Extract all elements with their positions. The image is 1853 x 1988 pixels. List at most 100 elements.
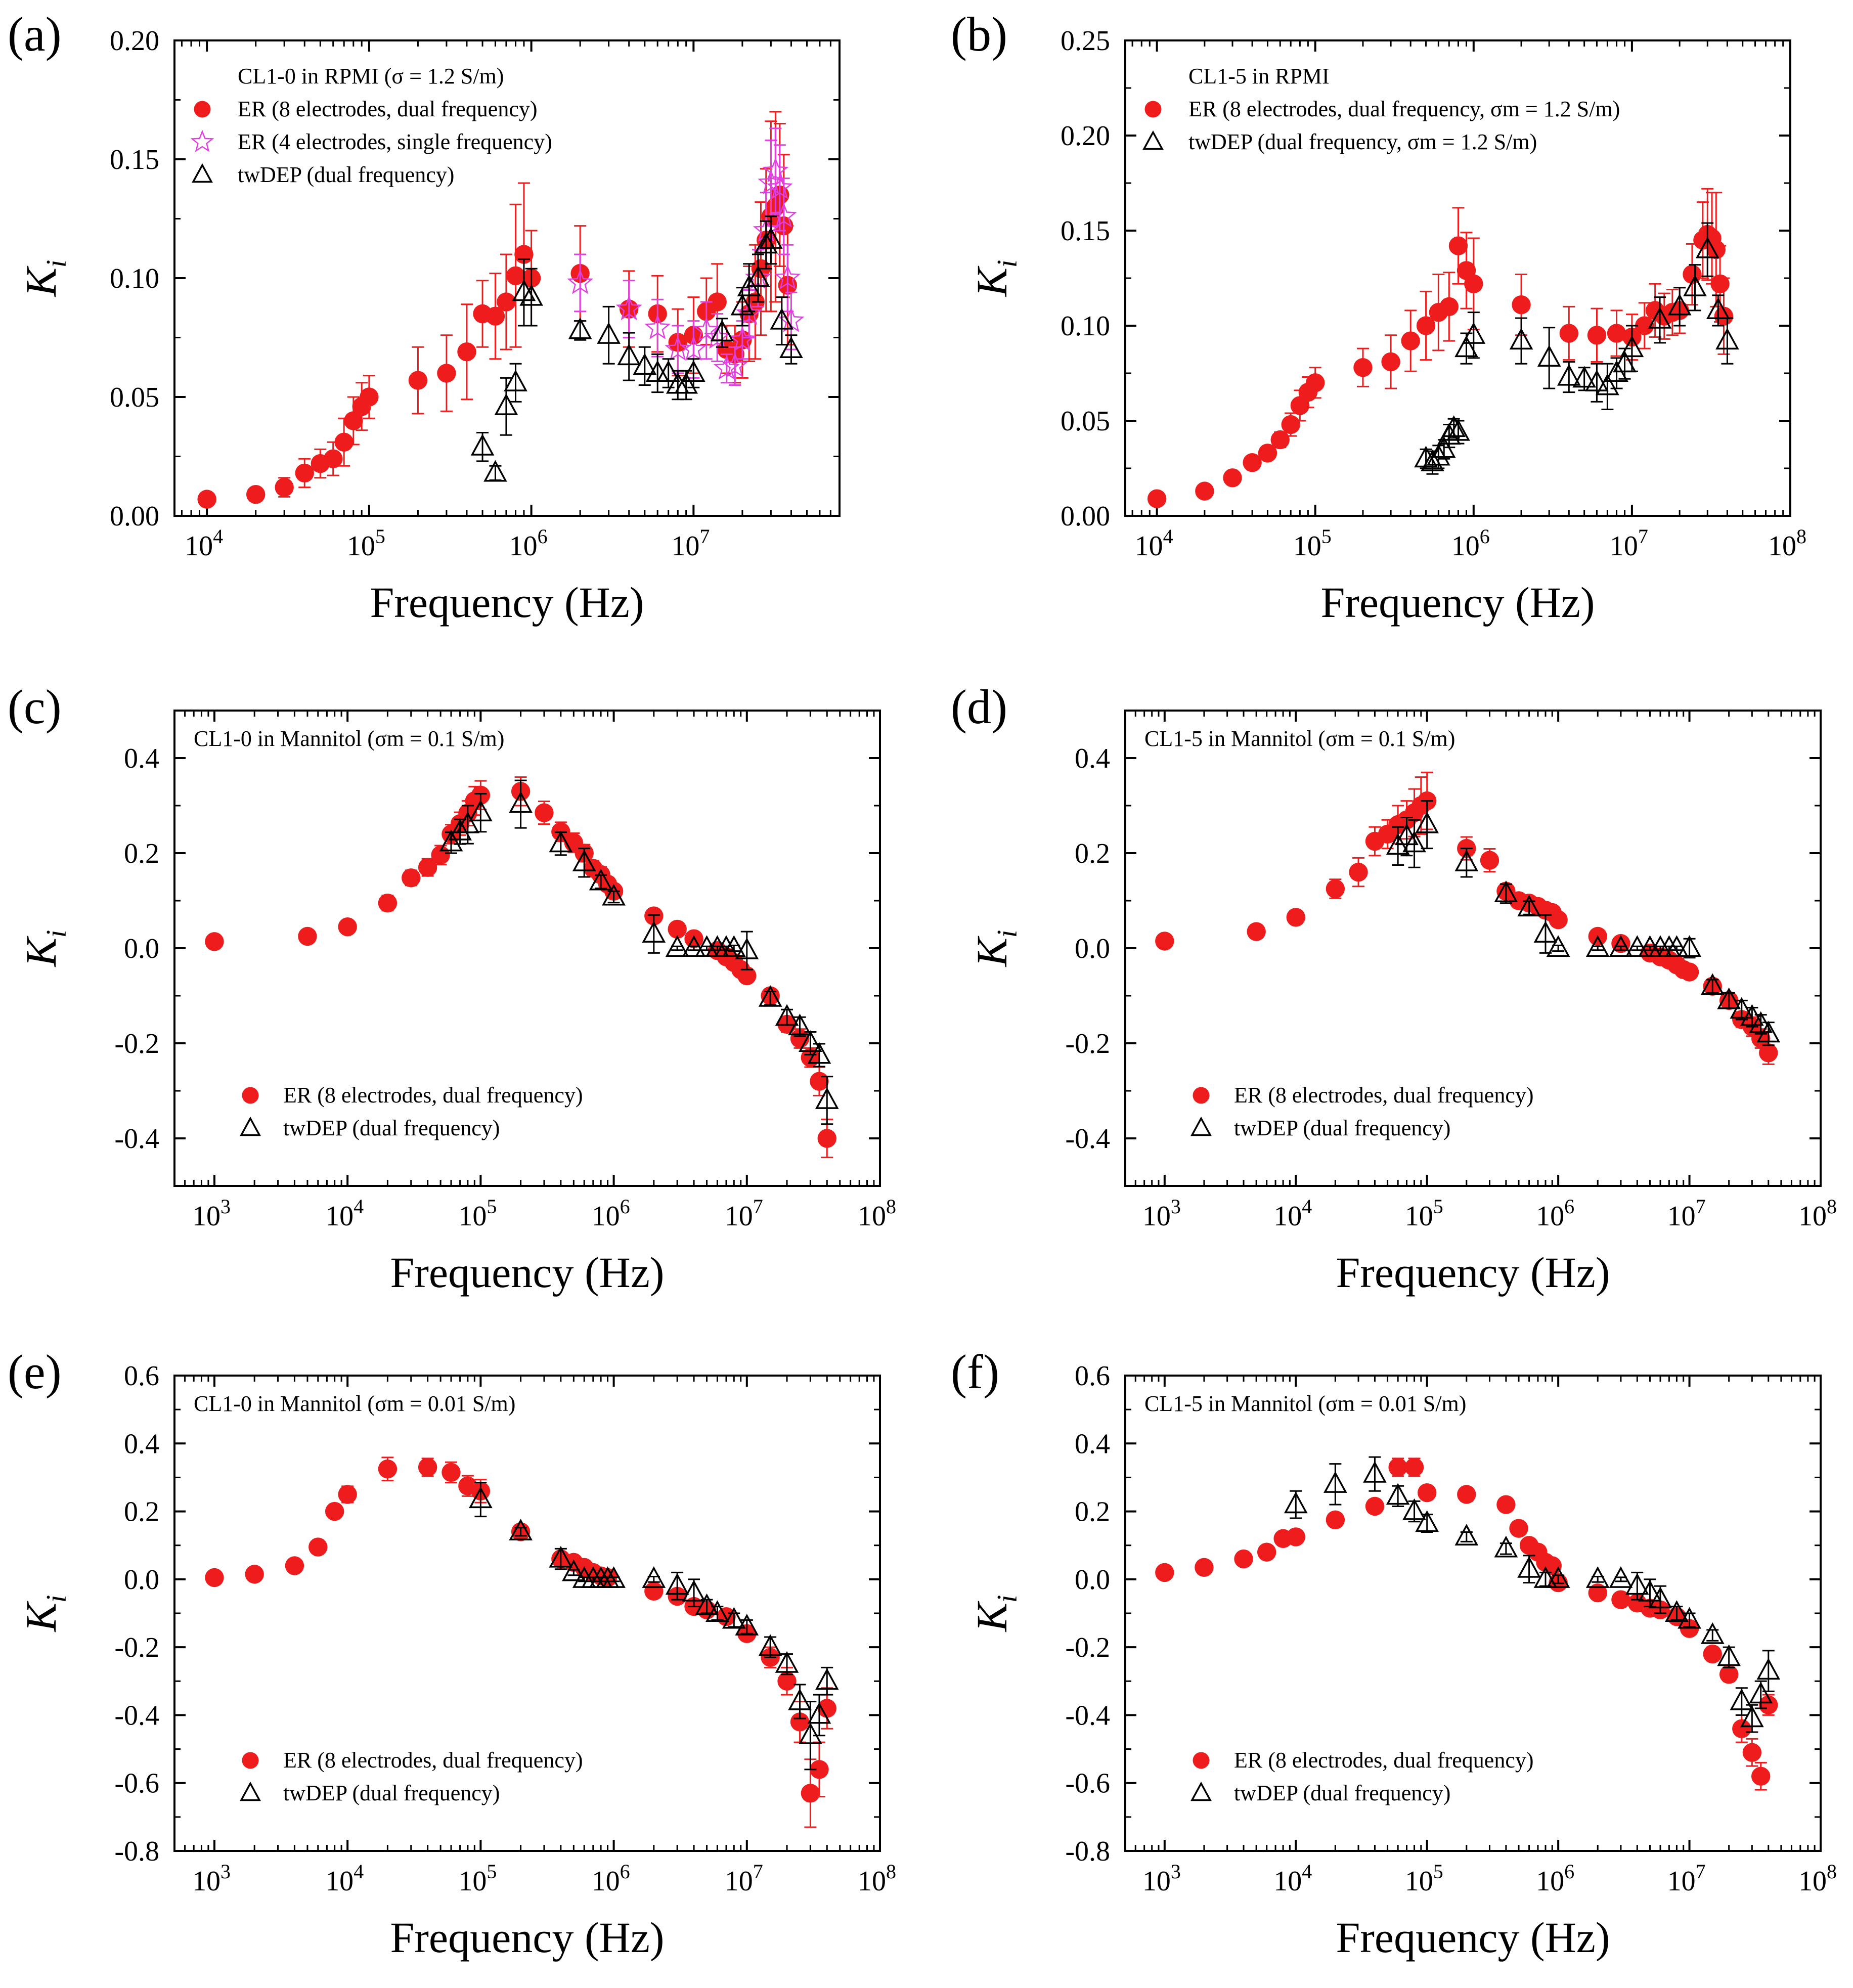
data-point — [1625, 935, 1649, 957]
data-point — [589, 868, 613, 891]
data-point — [470, 433, 495, 456]
x-tick-label: 107 — [1610, 525, 1648, 562]
legend-marker — [1144, 101, 1162, 118]
data-point — [1537, 345, 1561, 367]
legend: CL1-5 in RPMI ER (8 electrodes, dual freq… — [1142, 64, 1620, 154]
data-point — [494, 393, 518, 415]
y-tick-label: 0.6 — [124, 1360, 159, 1392]
data-point — [535, 803, 554, 822]
data-point — [1195, 1558, 1214, 1577]
data-point — [1680, 962, 1699, 982]
data-point — [1533, 921, 1558, 943]
chart-panel-b: (b) 0.00 0.05 0.10 0.15 0.20 0.25 104 105 106 107 1… — [951, 7, 1806, 627]
x-tick-label: 104 — [1273, 1195, 1312, 1232]
data-point — [1611, 934, 1630, 953]
data-point — [730, 293, 755, 316]
legend-entry: ER (8 electrodes, dual frequency) — [1234, 1083, 1534, 1108]
data-point — [378, 1459, 398, 1479]
x-tick-label: 108 — [858, 1195, 896, 1232]
data-point — [1759, 1695, 1778, 1714]
data-point — [437, 364, 456, 383]
data-point — [418, 1457, 437, 1477]
data-point — [567, 269, 594, 294]
data-point — [1363, 1461, 1387, 1483]
panel-label: (e) — [8, 1345, 62, 1399]
data-point — [1480, 851, 1499, 870]
data-point — [378, 894, 398, 913]
data-point — [722, 935, 746, 957]
y-tick-label: -0.2 — [114, 1028, 159, 1059]
data-point — [1494, 1535, 1518, 1558]
data-point — [1695, 236, 1719, 258]
data-point — [285, 1556, 304, 1575]
data-point — [402, 868, 421, 888]
data-point — [1155, 932, 1174, 951]
y-tick-label: 0.6 — [1075, 1360, 1110, 1392]
data-point — [1667, 293, 1692, 316]
data-point — [722, 352, 748, 378]
legend-entry: ER (8 electrodes, dual frequency) — [238, 97, 538, 121]
legend: CL1-0 in RPMI (σ = 1.2 S/m) ER (8 electro… — [190, 64, 552, 187]
y-tick-label: -0.8 — [1065, 1836, 1110, 1867]
data-point — [338, 917, 357, 937]
series-triangle — [469, 1482, 839, 1771]
data-point — [506, 266, 525, 285]
data-point — [735, 937, 759, 959]
data-point — [1155, 1563, 1174, 1582]
x-tick-label: 107 — [671, 525, 710, 562]
panel-label: (c) — [8, 680, 62, 734]
data-point — [1439, 297, 1459, 317]
data-point — [668, 919, 687, 939]
data-point — [704, 324, 731, 349]
y-tick-label: -0.6 — [114, 1768, 159, 1799]
data-point — [1281, 415, 1300, 434]
series-circle — [1147, 188, 1734, 508]
legend-title: CL1-5 in Mannitol (σm = 0.1 S/m) — [1144, 726, 1455, 751]
data-point — [790, 1712, 810, 1732]
x-tick-label: 106 — [1451, 525, 1490, 562]
data-point — [1648, 1586, 1672, 1609]
data-point — [325, 1501, 344, 1521]
y-tick-label: -0.4 — [114, 1700, 159, 1731]
legend-entry: ER (8 electrodes, dual frequency) — [283, 1083, 583, 1108]
data-point — [509, 1519, 533, 1540]
x-axis-title: Frequency (Hz) — [1336, 1913, 1610, 1962]
y-tick-label: 0.2 — [124, 838, 159, 869]
y-tick-label: 0.00 — [1061, 501, 1110, 532]
data-point — [1402, 1498, 1426, 1520]
data-point — [1512, 295, 1531, 315]
data-point — [562, 1559, 586, 1581]
legend-entry: twDEP (dual frequency, σm = 1.2 S/m) — [1188, 129, 1537, 154]
panel-label: (d) — [951, 680, 1007, 734]
data-point — [1587, 326, 1607, 345]
data-point — [1417, 1483, 1437, 1503]
data-point — [615, 295, 642, 321]
data-point — [815, 1668, 839, 1690]
legend-marker — [240, 1116, 261, 1136]
data-point — [245, 1565, 264, 1584]
data-point — [1381, 352, 1400, 372]
data-point — [1395, 823, 1419, 846]
data-point — [682, 935, 706, 957]
data-point — [1386, 1483, 1410, 1505]
x-axis-title: Frequency (Hz) — [1320, 578, 1595, 627]
data-point — [633, 353, 657, 375]
y-tick-label: 0.05 — [110, 382, 159, 413]
data-point — [295, 463, 314, 483]
data-point — [431, 846, 450, 865]
x-tick-label: 108 — [1768, 525, 1806, 562]
data-point — [1706, 297, 1730, 319]
data-point — [1700, 973, 1725, 995]
data-point — [801, 1784, 820, 1803]
data-point — [1732, 1719, 1751, 1738]
data-point — [1414, 446, 1438, 468]
x-tick-label: 104 — [325, 1195, 364, 1232]
data-point — [408, 371, 428, 390]
series-circle — [1155, 1457, 1778, 1791]
data-point — [1247, 922, 1266, 941]
data-point — [665, 935, 689, 957]
x-tick-label: 106 — [592, 1860, 630, 1897]
data-point — [1496, 1495, 1516, 1514]
data-point — [746, 265, 770, 287]
data-point — [617, 343, 641, 366]
